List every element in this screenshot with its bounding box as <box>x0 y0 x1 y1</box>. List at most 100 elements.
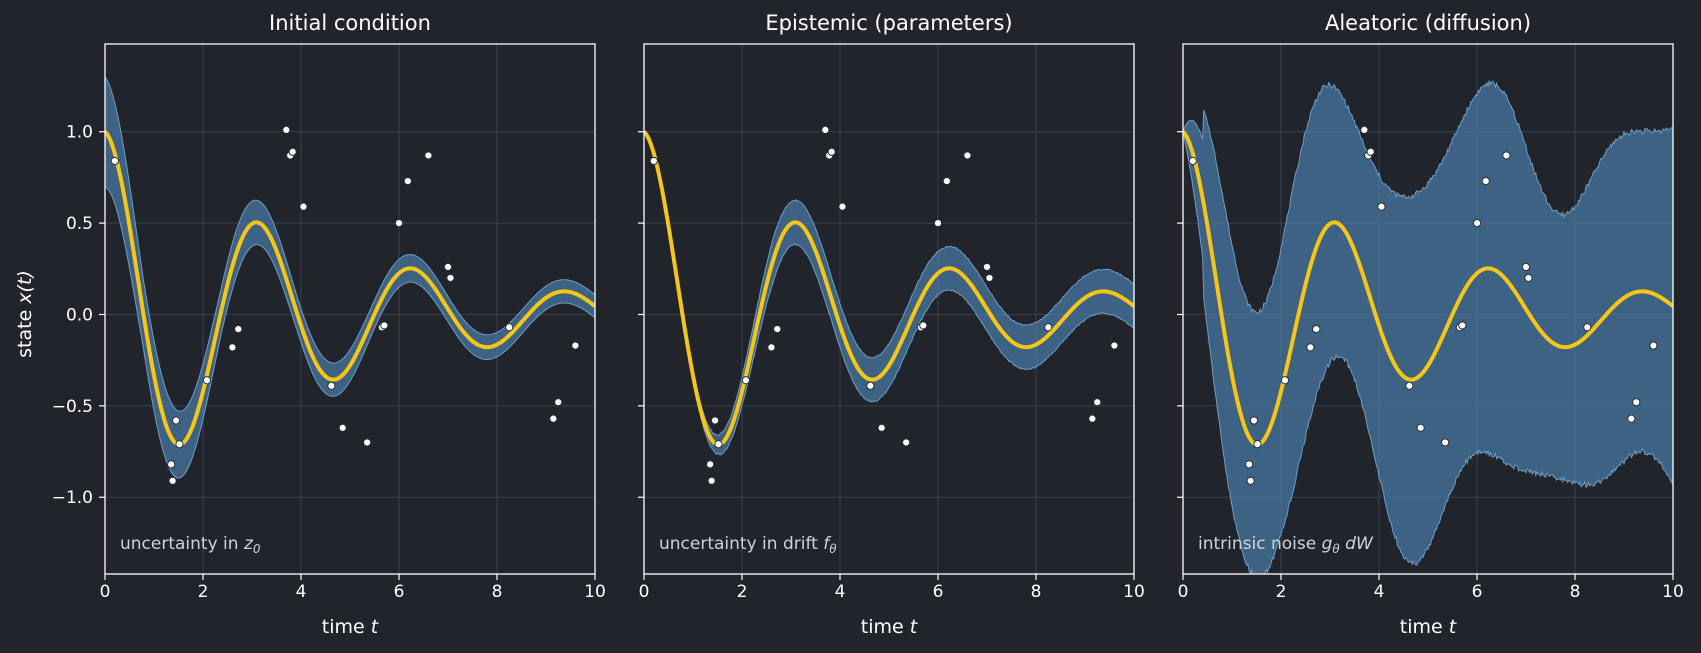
x-tick-label: 6 <box>1472 582 1483 602</box>
panel-title: Initial condition <box>269 11 431 35</box>
observation-point <box>394 219 404 228</box>
observation-point <box>299 202 308 211</box>
observation-point <box>1481 176 1490 186</box>
axes-frame <box>1182 43 1674 575</box>
panel-annotation: intrinsic noise gθ dW <box>1198 534 1374 556</box>
x-tick-label: 8 <box>1570 582 1581 602</box>
panel-annotation: uncertainty in drift fθ <box>659 534 837 556</box>
observation-point <box>1280 376 1290 385</box>
x-tick-label: 10 <box>1662 582 1684 602</box>
observation-point <box>1627 414 1636 423</box>
observation-point <box>877 423 886 432</box>
observation-point <box>1405 381 1414 390</box>
observation-point <box>175 440 184 449</box>
observation-point <box>234 325 243 334</box>
observation-point <box>714 440 723 449</box>
uncertainty-band <box>1183 79 1673 574</box>
observation-point <box>982 262 992 272</box>
observation-point <box>1044 323 1053 332</box>
observation-point <box>1649 341 1658 350</box>
x-tick-label: 4 <box>296 582 307 602</box>
y-axis-label: state x(t) <box>14 270 36 358</box>
observation-point <box>363 438 372 447</box>
uncertainty-band <box>644 130 1134 456</box>
mean-trajectory <box>1183 130 1673 447</box>
x-tick-label: 6 <box>933 582 944 602</box>
observation-point <box>1253 440 1262 449</box>
x-tick-label: 2 <box>737 582 748 602</box>
observation-point <box>282 125 291 134</box>
panel-2: 0 2 4 6 8 10 Epistemic (parameters) time t uncer… <box>638 11 1145 638</box>
observation-point <box>1312 325 1321 334</box>
axes-frame <box>104 43 596 575</box>
observation-point <box>443 262 453 272</box>
observation-point <box>1521 262 1531 272</box>
observation-point <box>1472 219 1482 228</box>
observation-point <box>710 416 720 425</box>
observation-point <box>167 460 176 469</box>
observation-point <box>649 156 658 166</box>
uncertainty-band <box>105 76 595 479</box>
observation-point <box>228 343 237 352</box>
observation-point <box>821 125 830 134</box>
observation-point <box>1360 125 1369 134</box>
x-axis-label: time t <box>322 616 380 638</box>
observation-point <box>963 151 972 160</box>
observation-point <box>902 438 911 447</box>
observation-point <box>741 376 751 385</box>
observation-point <box>933 219 943 228</box>
observation-point <box>168 476 177 485</box>
observation-point <box>1377 202 1386 211</box>
observation-point <box>1441 438 1450 447</box>
observation-point <box>1246 476 1255 485</box>
observation-point <box>1093 398 1102 407</box>
observation-point <box>424 151 433 160</box>
x-tick-label: 0 <box>100 582 111 602</box>
observation-point <box>1366 147 1375 156</box>
x-axis-label: time t <box>1400 616 1458 638</box>
observation-point <box>1524 273 1533 283</box>
y-tick-label: 0.0 <box>66 305 93 325</box>
x-tick-label: 8 <box>492 582 503 602</box>
x-tick-label: 0 <box>1178 582 1189 602</box>
observation-point <box>985 273 994 283</box>
observation-point <box>202 376 212 385</box>
observation-point <box>338 423 347 432</box>
observation-point <box>403 176 412 186</box>
mean-trajectory <box>105 130 595 447</box>
observation-point <box>1188 156 1197 166</box>
observation-point <box>1245 460 1254 469</box>
y-tick-label: 1.0 <box>66 123 93 143</box>
x-tick-label: 10 <box>584 582 606 602</box>
observation-point <box>327 381 336 390</box>
observation-point <box>1632 398 1641 407</box>
observation-point <box>767 343 776 352</box>
panel-1: 0 2 4 6 8 10 1.0 0.5 0.0 −0.5 −1.0 Initial conditio… <box>52 11 606 638</box>
x-tick-label: 4 <box>1374 582 1385 602</box>
x-tick-label: 6 <box>394 582 405 602</box>
panel-annotation: uncertainty in z0 <box>120 534 261 556</box>
x-axis-label: time t <box>861 616 919 638</box>
axes-frame <box>643 43 1135 575</box>
panel-title: Epistemic (parameters) <box>765 11 1012 35</box>
panel-3: 0 2 4 6 8 10 Aleatoric (diffusion) time t intrin… <box>1177 11 1684 638</box>
observation-point <box>380 321 389 330</box>
observation-point <box>446 273 455 283</box>
x-tick-label: 0 <box>639 582 650 602</box>
observation-point <box>171 416 181 425</box>
observation-point <box>942 176 951 186</box>
observation-point <box>288 147 297 156</box>
y-tick-label: −1.0 <box>52 488 93 508</box>
observation-point <box>1249 416 1259 425</box>
observation-point <box>773 325 782 334</box>
observation-point <box>1306 343 1315 352</box>
x-tick-label: 10 <box>1123 582 1145 602</box>
observation-point <box>1458 321 1467 330</box>
mean-trajectory <box>644 130 1134 447</box>
observation-point <box>866 381 875 390</box>
observation-point <box>1502 151 1511 160</box>
observation-point <box>919 321 928 330</box>
observation-point <box>706 460 715 469</box>
x-tick-label: 4 <box>835 582 846 602</box>
observation-point <box>1110 341 1119 350</box>
